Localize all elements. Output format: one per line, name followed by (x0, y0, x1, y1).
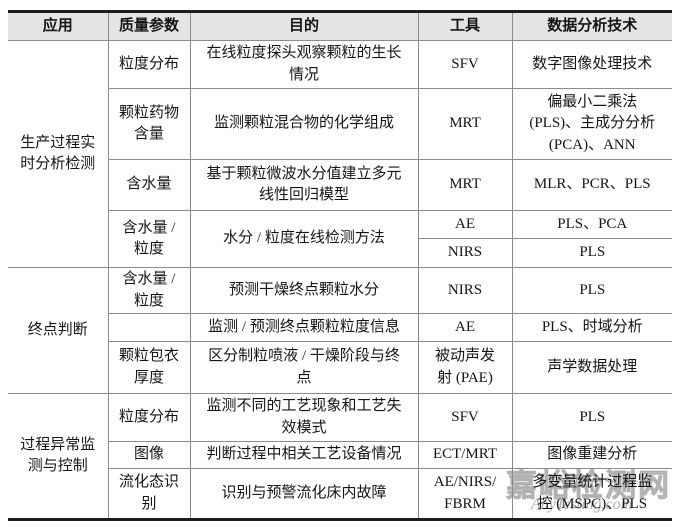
cell-quality-param: 流化态识 别 (107, 468, 191, 520)
cell-tool: SFV (417, 40, 513, 89)
cell-tool: MRT (417, 88, 513, 160)
cell-technique: 偏最小二乘法 (PLS)、主成分分析 (PCA)、ANN (511, 88, 672, 160)
table-row: 终点判断 含水量 / 粒度 预测干燥终点颗粒水分 NIRS PLS (8, 267, 672, 394)
cell-tool: NIRS (417, 267, 513, 314)
table-row: 颗粒包衣 厚度 区分制粒喷液 / 干燥阶段与终 点 被动声发 射 (PAE) 声… (8, 341, 672, 394)
cell-technique: 数字图像处理技术 (511, 40, 672, 89)
cell-technique: PLS、PCA (511, 210, 672, 239)
cell-purpose: 预测干燥终点颗粒水分 (189, 267, 419, 314)
cell-tool: AE (417, 313, 513, 342)
cell-purpose: 区分制粒喷液 / 干燥阶段与终 点 (189, 341, 419, 394)
table-row: 过程异常监 测与控制 粒度分布 监测不同的工艺现象和工艺失 效模式 SFV PL… (8, 393, 672, 520)
cell-technique: PLS (511, 267, 672, 314)
col-header-application: 应用 (8, 11, 109, 41)
col-header-purpose: 目的 (189, 11, 419, 41)
col-header-technique: 数据分析技术 (511, 11, 672, 41)
cell-tool: AE (417, 210, 513, 239)
cell-quality-param-empty (107, 313, 191, 342)
cell-tool: NIRS (417, 238, 513, 268)
cell-technique: MLR、PCR、PLS (511, 159, 672, 211)
cell-quality-param: 粒度分布 (107, 393, 191, 442)
cell-purpose: 在线粒度探头观察颗粒的生长 情况 (189, 40, 419, 89)
cell-purpose: 判断过程中相关工艺设备情况 (189, 441, 419, 469)
cell-technique: PLS (511, 238, 672, 268)
cell-tool: MRT (417, 159, 513, 211)
col-header-tool: 工具 (417, 11, 513, 41)
cell-quality-param: 粒度分布 (107, 40, 191, 89)
cell-technique: PLS (511, 393, 672, 442)
cell-technique: 声学数据处理 (511, 341, 672, 394)
cell-purpose: 识别与预警流化床内故障 (189, 468, 419, 520)
cell-quality-param: 图像 (107, 441, 191, 469)
cell-quality-param: 颗粒包衣 厚度 (107, 341, 191, 394)
cell-tool: ECT/MRT (417, 441, 513, 469)
cell-purpose: 水分 / 粒度在线检测方法 (189, 210, 419, 268)
cell-purpose: 监测颗粒混合物的化学组成 (189, 88, 419, 160)
cell-quality-param: 含水量 / 粒度 (107, 267, 191, 314)
cell-purpose: 基于颗粒微波水分值建立多元 线性回归模型 (189, 159, 419, 211)
cell-tool: AE/NIRS/ FBRM (417, 468, 513, 520)
table-row: 生产过程实 时分析检测 粒度分布 在线粒度探头观察颗粒的生长 情况 SFV 数字… (8, 40, 672, 268)
cell-application-group1: 生产过程实 时分析检测 (8, 40, 109, 268)
cell-technique: 多变量统计过程监 控 (MSPC)、PLS (511, 468, 672, 520)
table-row: 监测 / 预测终点颗粒粒度信息 AE PLS、时域分析 (8, 313, 672, 342)
table-row: 流化态识 别 识别与预警流化床内故障 AE/NIRS/ FBRM 多变量统计过程… (8, 468, 672, 520)
cell-tool: SFV (417, 393, 513, 442)
cell-application-group3: 过程异常监 测与控制 (8, 393, 109, 520)
cell-quality-param: 含水量 (107, 159, 191, 211)
cell-quality-param: 含水量 / 粒度 (107, 210, 191, 268)
table-row: 含水量 / 粒度 水分 / 粒度在线检测方法 AE PLS、PCA (8, 210, 672, 268)
table-row: 图像 判断过程中相关工艺设备情况 ECT/MRT 图像重建分析 (8, 441, 672, 469)
table-row: 颗粒药物 含量 监测颗粒混合物的化学组成 MRT 偏最小二乘法 (PLS)、主成… (8, 88, 672, 160)
cell-purpose: 监测 / 预测终点颗粒粒度信息 (189, 313, 419, 342)
cell-application-group2: 终点判断 (8, 267, 109, 394)
cell-technique: 图像重建分析 (511, 441, 672, 469)
cell-purpose: 监测不同的工艺现象和工艺失 效模式 (189, 393, 419, 442)
col-header-quality-parameter: 质量参数 (107, 11, 191, 41)
cell-technique: PLS、时域分析 (511, 313, 672, 342)
pat-applications-table: 应用 质量参数 目的 工具 数据分析技术 生产过程实 时分析检测 粒度分布 在线… (8, 10, 672, 521)
table-row: 含水量 基于颗粒微波水分值建立多元 线性回归模型 MRT MLR、PCR、PLS (8, 159, 672, 211)
cell-tool: 被动声发 射 (PAE) (417, 341, 513, 394)
cell-quality-param: 颗粒药物 含量 (107, 88, 191, 160)
header-row: 应用 质量参数 目的 工具 数据分析技术 (8, 11, 672, 41)
